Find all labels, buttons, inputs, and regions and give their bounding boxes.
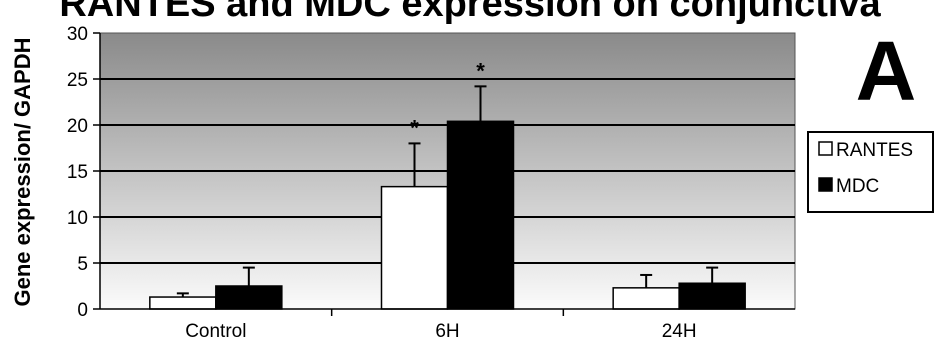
legend-label-rantes: RANTES [836,140,913,161]
chart-title: RANTES and MDC expression on conjunctiva [59,0,881,25]
legend-label-mdc: MDC [836,176,879,197]
y-tick-label: 0 [77,300,88,321]
bars: ** [149,58,746,310]
y-axis-label: Gene expression/ GAPDH [10,38,35,307]
y-tick-label: 25 [67,70,88,91]
y-tick-label: 30 [67,24,88,45]
y-tick-label: 5 [77,254,88,275]
y-tick-label: 10 [67,208,88,229]
bar-rantes-24h [612,287,680,310]
bar-mdc-control [215,285,283,310]
bar-mdc-24h [678,282,746,310]
significance-marker: * [476,58,485,83]
significance-marker: * [410,115,419,140]
bar-rantes-6h [380,185,449,310]
panel-label: A [856,24,917,118]
x-tick-label: 24H [662,321,697,339]
bar-rantes-control [149,296,217,310]
x-tick-label: Control [185,321,246,339]
y-tick-label: 20 [67,116,88,137]
legend-swatch-mdc [818,177,833,192]
y-axis: 0 5 10 15 20 25 30 [67,24,101,321]
legend-swatch-rantes [818,141,833,156]
bar-mdc-6h [446,120,515,310]
x-axis: Control 6H 24H [100,308,795,339]
legend: RANTES MDC [818,140,913,197]
x-tick-label: 6H [435,321,459,339]
y-tick-label: 15 [67,162,88,183]
